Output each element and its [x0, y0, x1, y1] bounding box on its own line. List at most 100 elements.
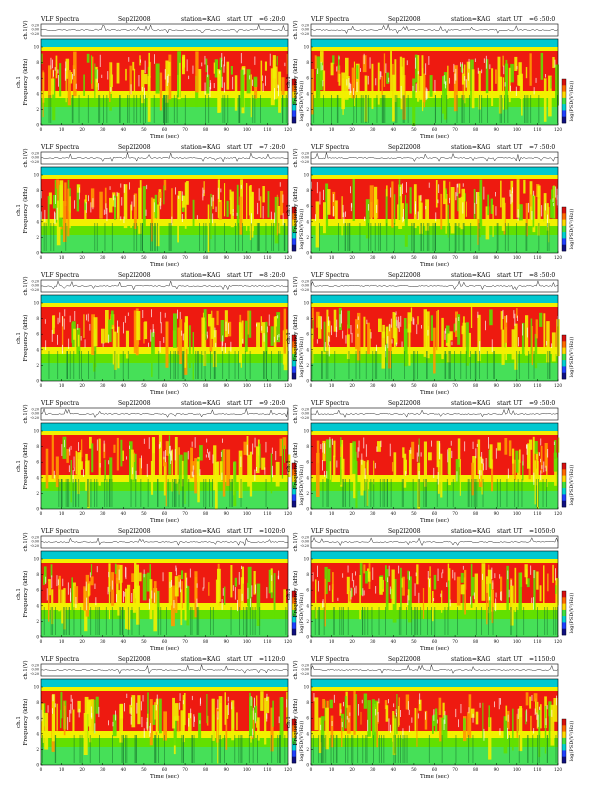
spectrum-speckle	[337, 597, 339, 601]
panel-start-time: =9 :50:0	[529, 400, 555, 407]
colorbar-segment	[562, 469, 566, 476]
spectrum-speckle	[47, 705, 49, 713]
spectrum-streak	[90, 576, 94, 586]
spectrum-speckle	[196, 583, 198, 588]
spectrum-streak	[186, 181, 189, 205]
spectrum-streak	[323, 70, 326, 91]
spectrogram-panel: VLF Spectra Sep2l2008 station=KAG start UT =…	[16, 400, 305, 524]
spectrum-streak	[52, 195, 57, 209]
spectrum-speckle	[507, 570, 509, 580]
spectrum-spheric	[131, 607, 133, 635]
spectrum-streak	[356, 65, 359, 79]
spectrum-speckle	[170, 453, 172, 464]
spectrum-speckle	[179, 311, 181, 320]
spectrum-streak	[514, 56, 518, 71]
spectrum-streak	[264, 697, 267, 745]
time-tick-label: 80	[203, 127, 209, 132]
colorbar-segment	[292, 500, 296, 508]
spectrum-streak	[237, 589, 241, 611]
spectrum-streak	[86, 53, 90, 63]
spectrum-spheric	[111, 607, 113, 635]
spectrum-speckle	[467, 72, 469, 81]
spectrum-streak	[230, 565, 233, 598]
spectrum-spheric	[191, 607, 193, 635]
spectrum-spheric	[441, 95, 442, 123]
spectrum-speckle	[68, 338, 70, 349]
spectrum-speckle	[533, 597, 534, 610]
spectrum-speckle	[90, 706, 92, 718]
channel-label: ch.1	[16, 204, 22, 216]
spectrum-speckle	[462, 565, 464, 570]
spectrum-speckle	[451, 341, 453, 346]
spectrum-spheric	[546, 607, 548, 635]
spectrum-streak	[491, 459, 494, 492]
spectrum-streak	[362, 55, 367, 73]
spectrum-speckle	[231, 702, 233, 710]
spectrum-streak	[460, 572, 464, 583]
spectrum-streak	[278, 71, 282, 113]
spectrum-speckle	[121, 197, 123, 206]
spectrum-speckle	[135, 470, 137, 480]
time-tick-label: 50	[411, 127, 417, 132]
spectrum-streak	[393, 194, 396, 225]
spectrum-speckle	[116, 191, 118, 197]
spectrum-speckle	[108, 460, 110, 465]
spectrum-streak	[326, 439, 330, 487]
amplitude-trace	[40, 664, 289, 675]
time-tick-label: 0	[40, 767, 43, 772]
spectrum-streak	[61, 589, 64, 624]
time-tick-label: 0	[310, 767, 313, 772]
spectrum-speckle	[129, 445, 130, 449]
spectrum-spheric	[325, 735, 327, 763]
amplitude-tick-label: 0.00	[31, 668, 39, 672]
spectrum-streak	[497, 56, 501, 95]
time-tick-label: 40	[391, 383, 397, 388]
spectrum-spheric	[239, 95, 240, 123]
spectrum-speckle	[425, 206, 427, 210]
spectrum-speckle	[287, 463, 289, 475]
spectrum-streak	[54, 179, 57, 204]
spectrum-spheric	[425, 479, 427, 507]
spectrum-speckle	[396, 713, 397, 717]
panel-title: VLF Spectra	[40, 400, 80, 407]
spectrum-spheric	[88, 351, 89, 379]
spectrum-spheric	[487, 95, 488, 123]
spectrum-speckle	[89, 572, 91, 578]
spectrum-spheric	[362, 607, 364, 635]
spectrum-speckle	[353, 88, 354, 95]
spectrum-streak	[118, 564, 123, 583]
spectrum-speckle	[342, 330, 344, 339]
spectrum-speckle	[395, 311, 397, 316]
panel-start-time: =6 :20:0	[259, 16, 285, 23]
spectrum-streak	[52, 69, 54, 85]
spectrum-streak	[532, 436, 535, 481]
spectrum-spheric	[193, 735, 195, 763]
spectrum-streak	[74, 329, 77, 348]
spectrum-speckle	[181, 191, 183, 201]
freq-tick-label: 10	[34, 685, 40, 690]
spectrum-speckle	[232, 212, 234, 216]
spectrum-spheric	[135, 479, 137, 507]
spectrum-speckle	[199, 720, 201, 724]
spectrum-spheric	[426, 351, 428, 379]
time-tick-label: 100	[513, 639, 521, 644]
spectrum-streak	[56, 179, 59, 222]
spectrum-speckle	[204, 82, 206, 95]
spectrum-speckle	[552, 198, 554, 202]
spectrum-spheric	[397, 735, 399, 763]
spectrum-spheric	[393, 735, 395, 763]
spectrum-speckle	[209, 451, 211, 460]
spectrum-streak	[184, 182, 187, 229]
spectrum-spheric	[224, 223, 225, 251]
time-tick-label: 110	[263, 767, 271, 772]
spectrum-speckle	[99, 54, 101, 67]
panel-station: station=KAG	[181, 272, 220, 279]
freq-tick-label: 6	[36, 460, 39, 465]
spectrum-streak	[83, 314, 85, 338]
spectrum-band-red	[41, 563, 288, 603]
time-tick-label: 80	[473, 255, 479, 260]
time-tick-label: 40	[391, 127, 397, 132]
spectrum-speckle	[531, 211, 533, 220]
time-tick-label: 20	[79, 639, 85, 644]
spectrum-streak	[457, 192, 459, 212]
